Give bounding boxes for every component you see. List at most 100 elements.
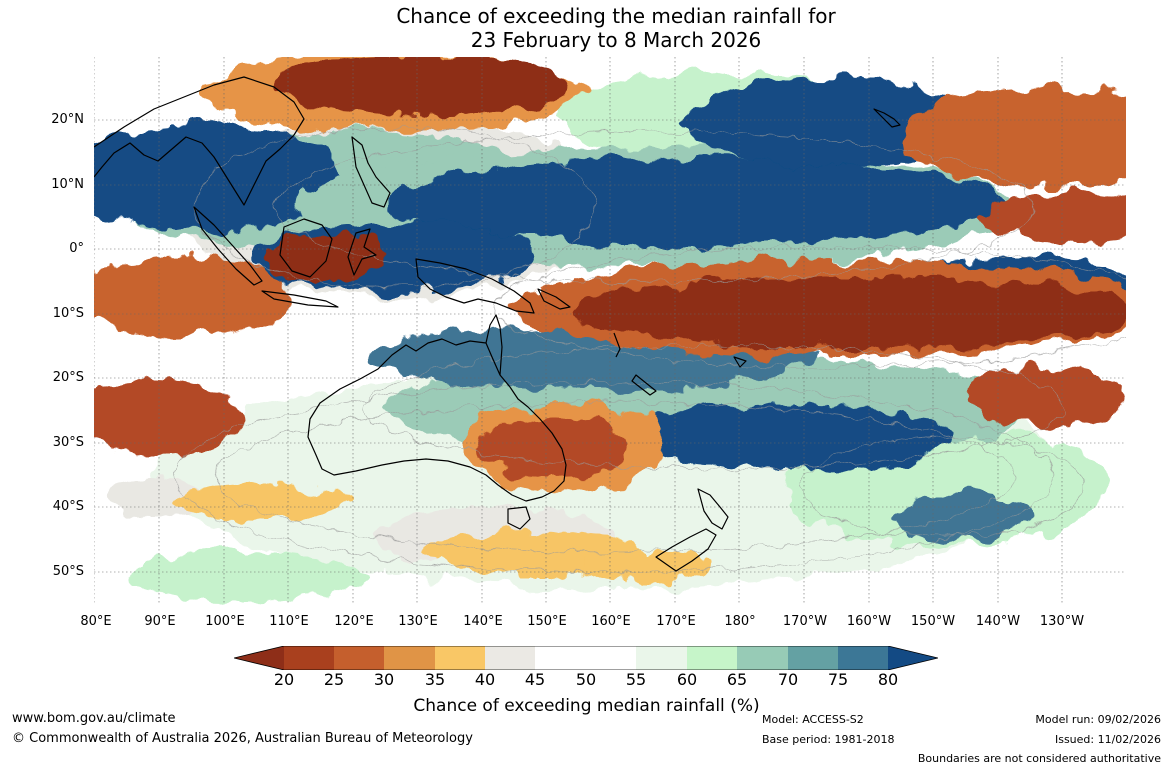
lon-label-110e: 110°E: [269, 614, 309, 629]
philippines-coastline: [351, 136, 391, 208]
copyright-text: © Commonwealth of Australia 2026, Austra…: [12, 731, 473, 746]
fiji-coastline: [733, 356, 747, 368]
java-coastline: [261, 290, 339, 308]
borneo-coastline: [279, 218, 333, 278]
dry-patch-east-south-pacific: [964, 367, 1124, 427]
wet-patch-north-pacific: [684, 77, 964, 167]
australia-coastline: [307, 338, 567, 502]
lon-label-130e: 130°E: [398, 614, 438, 629]
colorbar-bin-30-35: [384, 646, 435, 670]
contour-line: [493, 246, 1126, 368]
issued-date: Issued: 11/02/2026: [1054, 733, 1161, 746]
contour-line: [213, 401, 1015, 553]
colorbar-bin-20-25: [284, 646, 334, 670]
lon-label-90e: 90°E: [144, 614, 176, 629]
boundaries-disclaimer: Boundaries are not considered authoritat…: [917, 752, 1161, 765]
lon-label-160e: 160°E: [591, 614, 631, 629]
lon-label-160w: 160°W: [846, 614, 892, 629]
lon-label-140w: 140°W: [975, 614, 1021, 629]
pale-orange-patch-tasman: [584, 552, 704, 582]
title-line-1: Chance of exceeding the median rainfall …: [396, 4, 836, 28]
colorbar-tick-75: 75: [827, 670, 849, 689]
base-period: Base period: 1981-2018: [762, 733, 895, 746]
colorbar-tick-40: 40: [474, 670, 496, 689]
lon-label-140e: 140°E: [463, 614, 503, 629]
colorbar-tick-70: 70: [777, 670, 799, 689]
very-dry-patch-china: [274, 57, 574, 115]
vanuatu-coastline: [613, 332, 621, 358]
dry-patch-east-indian-ocean: [94, 257, 294, 337]
dry-patch-north-east-pacific: [904, 87, 1126, 187]
solomon-islands-coastline: [537, 288, 571, 310]
new-guinea-coastline: [415, 258, 535, 314]
wet-patch-bay-of-bengal: [94, 122, 344, 232]
colorbar-tick-80: 80: [877, 670, 899, 689]
new-zealand-north-island-coastline: [697, 488, 729, 530]
dry-patch-south-indian-ocean: [94, 377, 244, 457]
lat-label-10n: 10°N: [51, 177, 84, 192]
cape-york-coastline: [485, 314, 503, 376]
colorbar-bin-gt80: [888, 646, 938, 670]
lat-label-10s: 10°S: [52, 306, 84, 321]
dry-patch-southeast-australia: [479, 415, 629, 479]
new-zealand-south-island-coastline: [655, 528, 717, 572]
colorbar-bin-25-30: [334, 646, 384, 670]
colorbar-bin-75-80: [838, 646, 888, 670]
lon-label-130w: 130°W: [1039, 614, 1085, 629]
very-dry-patch-borneo: [264, 232, 384, 282]
title-line-2: 23 February to 8 March 2026: [470, 28, 762, 52]
probability-field: [94, 57, 1126, 602]
very-dry-band-equatorial-pacific: [574, 276, 1126, 348]
contour-lines: [173, 126, 1126, 573]
colorbar: [234, 646, 938, 670]
colorbar-tick-45: 45: [524, 670, 546, 689]
lon-label-180: 180°: [724, 614, 756, 629]
colorbar-bin-50-55: [586, 646, 636, 670]
colorbar-bin-55-60: [636, 646, 687, 670]
tasmania-coastline: [507, 506, 531, 530]
chart-title: Chance of exceeding the median rainfall …: [0, 4, 1173, 52]
lon-label-80e: 80°E: [80, 614, 112, 629]
colorbar-tick-55: 55: [625, 670, 647, 689]
lon-label-150w: 150°W: [910, 614, 956, 629]
lat-label-20s: 20°S: [52, 370, 84, 385]
colorbar-bin-70-75: [788, 646, 838, 670]
lat-label-30s: 30°S: [52, 435, 84, 450]
lat-label-40s: 40°S: [52, 499, 84, 514]
colorbar-bin-65-70: [737, 646, 788, 670]
contour-line: [363, 344, 1065, 470]
colorbar-tick-65: 65: [726, 670, 748, 689]
contour-line: [273, 131, 1035, 283]
contour-line: [803, 436, 1085, 538]
model-name: Model: ACCESS-S2: [762, 713, 864, 726]
southeast-asia-coastline: [94, 76, 305, 206]
lat-label-20n: 20°N: [51, 112, 84, 127]
colorbar-tick-25: 25: [323, 670, 345, 689]
lon-label-120e: 120°E: [334, 614, 374, 629]
wet-patch-coral-sea: [634, 403, 954, 471]
lat-label-0: 0°: [69, 241, 84, 256]
website-link[interactable]: www.bom.gov.au/climate: [12, 711, 176, 726]
colorbar-tick-60: 60: [676, 670, 698, 689]
lat-label-50s: 50°S: [52, 564, 84, 579]
colorbar-tick-20: 20: [273, 670, 295, 689]
pale-orange-patch-south-indian: [174, 484, 354, 520]
colorbar-bin-40-45: [485, 646, 535, 670]
new-caledonia-coastline: [631, 374, 657, 396]
rainfall-outlook-map: [94, 57, 1126, 605]
light-green-patch-southwest: [124, 552, 364, 602]
graticule: [94, 57, 1126, 605]
coastlines: [94, 76, 901, 572]
colorbar-bin-45-50: [535, 646, 586, 670]
hawaii-coastline: [873, 108, 901, 128]
colorbar-tick-35: 35: [424, 670, 446, 689]
sumatra-coastline: [193, 206, 263, 286]
sulawesi-coastline: [347, 228, 377, 276]
colorbar-bin-35-40: [435, 646, 485, 670]
model-run-date: Model run: 09/02/2026: [1035, 713, 1161, 726]
lon-label-100e: 100°E: [205, 614, 245, 629]
wet-band-west-pacific: [384, 158, 1004, 246]
lon-label-150e: 150°E: [527, 614, 567, 629]
lon-label-170w: 170°W: [782, 614, 828, 629]
dry-patch-central-north-pacific: [984, 192, 1126, 242]
